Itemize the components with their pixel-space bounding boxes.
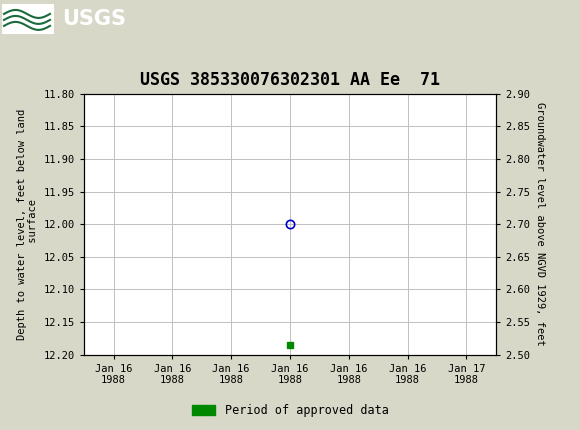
Title: USGS 385330076302301 AA Ee  71: USGS 385330076302301 AA Ee 71 bbox=[140, 71, 440, 89]
Y-axis label: Groundwater level above NGVD 1929, feet: Groundwater level above NGVD 1929, feet bbox=[535, 102, 545, 346]
Legend: Period of approved data: Period of approved data bbox=[187, 399, 393, 422]
Bar bbox=[2, 4, 54, 34]
Y-axis label: Depth to water level, feet below land
 surface: Depth to water level, feet below land su… bbox=[17, 109, 38, 340]
Text: USGS: USGS bbox=[62, 9, 126, 29]
